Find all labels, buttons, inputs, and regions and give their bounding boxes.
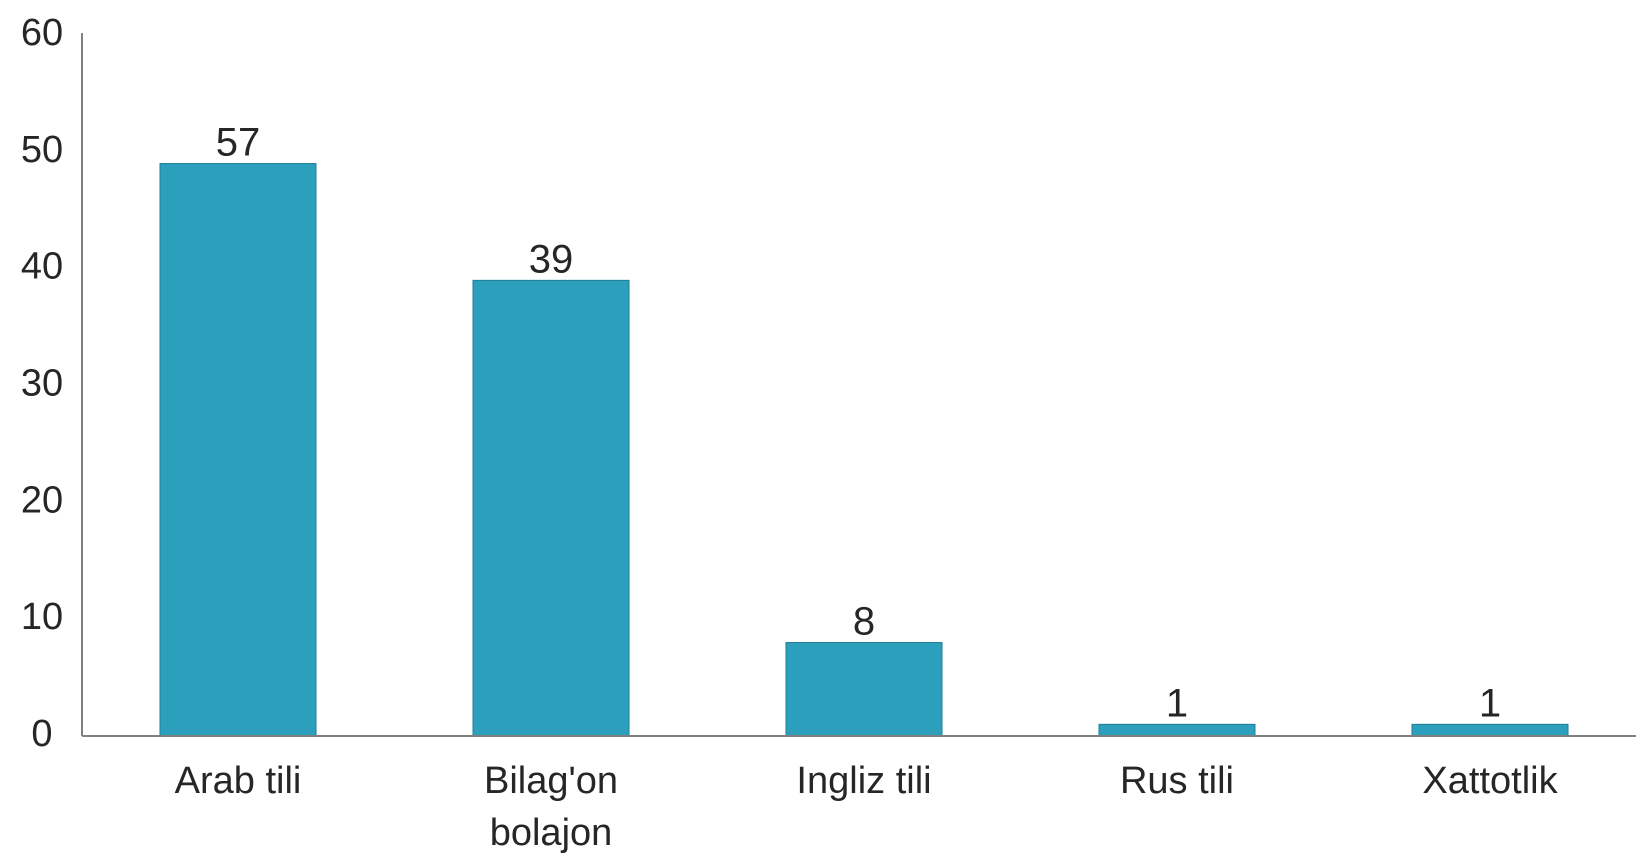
x-tick-label: Bilag'on bolajon [484, 760, 618, 854]
y-tick-label: 20 [21, 479, 63, 521]
x-tick-label-line: Xattotlik [1422, 760, 1558, 802]
x-tick-label-line: bolajon [490, 812, 613, 854]
x-tick-label: Ingliz tili [796, 760, 931, 802]
data-label: 1 [1479, 681, 1501, 725]
y-tick-label: 40 [21, 246, 63, 288]
data-label: 8 [853, 600, 875, 644]
bar [159, 163, 317, 737]
y-tick-label: 0 [31, 713, 52, 755]
data-label: 1 [1166, 681, 1188, 725]
x-tick-label: Xattotlik [1422, 760, 1558, 802]
y-tick-label: 50 [21, 129, 63, 171]
y-axis-ticks: 0 10 20 30 40 50 60 [21, 12, 63, 755]
data-label: 57 [216, 121, 261, 165]
x-tick-label: Rus tili [1120, 760, 1234, 802]
y-tick-label: 30 [21, 363, 63, 405]
data-label: 39 [529, 237, 574, 281]
x-tick-label-line: Rus tili [1120, 760, 1234, 802]
x-tick-label-line: Ingliz tili [796, 760, 931, 802]
x-axis-labels: Arab tili Bilag'on bolajon Ingliz tili Rus t… [175, 760, 1559, 854]
y-tick-label: 60 [21, 12, 63, 54]
x-tick-label: Arab tili [175, 760, 302, 802]
bar [1098, 723, 1256, 737]
bar [1411, 723, 1569, 737]
data-labels: 57 39 8 1 1 [216, 121, 1501, 726]
x-tick-label-line: Bilag'on [484, 760, 618, 802]
y-tick-label: 10 [21, 596, 63, 638]
bar [472, 279, 630, 737]
bars [159, 163, 1569, 737]
x-tick-label-line: Arab tili [175, 760, 302, 802]
bar [785, 642, 943, 737]
